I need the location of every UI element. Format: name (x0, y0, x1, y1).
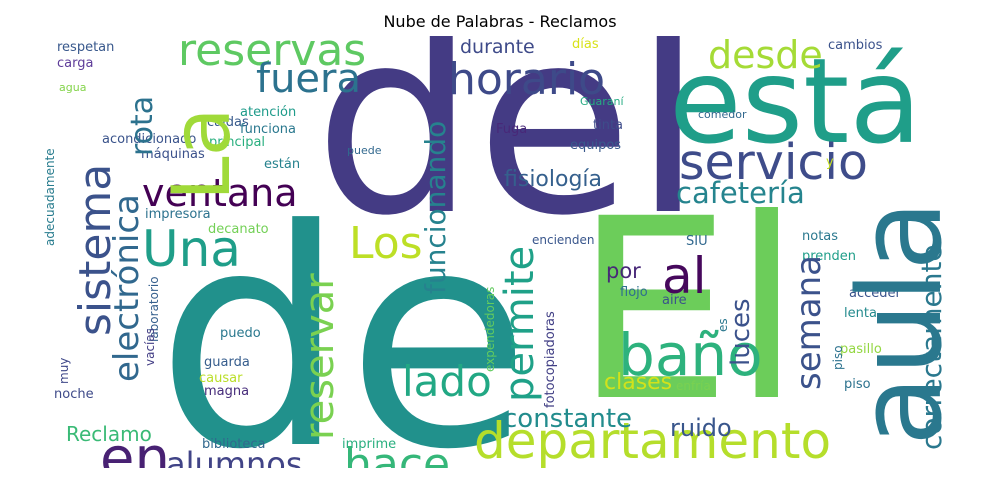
word-notas: notas (802, 229, 839, 244)
word-esta: está (669, 36, 922, 170)
word-semana: semana (789, 255, 829, 390)
word-los: Los (349, 218, 423, 269)
word-cafeteria: cafetería (676, 176, 805, 210)
word-tinta: tinta (593, 118, 624, 133)
word-lado: lado (402, 357, 492, 406)
word-hace: hace (344, 439, 451, 469)
word-dias: días (572, 37, 599, 52)
word-noche: noche (54, 387, 94, 402)
word-departamento: departamento (474, 412, 832, 468)
word-siu: encienden (532, 233, 595, 247)
word-reclamo: Reclamo (66, 422, 152, 446)
word-se: vacías (143, 328, 157, 366)
word-decanato: decanato (208, 222, 269, 237)
word-del: del (314, 36, 704, 272)
word-en: en (100, 426, 170, 469)
word-carga: carga (57, 56, 94, 71)
word-de: de (156, 166, 531, 469)
word-reservas: reservas (178, 36, 367, 76)
word-agua: agua (59, 81, 87, 94)
word-fisiologia: fisiología (504, 167, 603, 192)
word-comedor: comedor (698, 108, 747, 121)
word-cloud: de del El está servicio departamento bañ… (44, 36, 950, 468)
word-ruido: ruido (670, 414, 732, 442)
word-flojo: SIU (686, 234, 708, 249)
word-cambios: cambios (828, 38, 883, 53)
word-pasillo: pasillo (840, 342, 882, 357)
word-el: El (574, 165, 802, 456)
word-biblioteca: biblioteca (202, 437, 266, 452)
word-prenden: prenden (802, 249, 857, 264)
word-funciona: funciona (240, 122, 296, 137)
word-puedo: puedo (220, 326, 261, 341)
word-y: y (826, 155, 834, 170)
word-desde: desde (708, 36, 823, 77)
word-funcionando: funcionando (419, 120, 452, 294)
word-impresora: impresora (145, 207, 211, 222)
word-reservar: reservar (297, 273, 343, 440)
word-permite: permite (497, 245, 543, 402)
word-ventana: ventana (142, 171, 298, 215)
word-por: por (606, 259, 641, 283)
word-fuera: fuera (256, 56, 361, 102)
word-piso-vertical-final: piso (831, 345, 845, 370)
word-rota: rota (125, 95, 160, 156)
word-una: Una (142, 220, 241, 278)
word-adecuadamente: adecuadamente (44, 148, 57, 246)
word-luces: luces (726, 298, 756, 366)
word-acceder: acceder (849, 286, 901, 301)
word-imprime: imprime (342, 437, 397, 452)
word-durante: durante (460, 36, 535, 58)
word-enfria: enfría (676, 379, 711, 393)
word-maquinas: máquinas (141, 147, 205, 162)
chart-title: Nube de Palabras - Reclamos (383, 12, 617, 31)
word-es: aire (662, 293, 687, 308)
word-acondicionado: acondicionado (102, 132, 197, 147)
word-lenta: lenta (844, 306, 877, 321)
word-al: al (662, 247, 707, 305)
word-fotocopiadoras: fotocopiadoras (543, 311, 558, 408)
word-clases: clases (604, 370, 673, 395)
word-magna: magna (204, 384, 250, 399)
word-servicio: servicio (679, 134, 868, 191)
word-respetan: respetan (57, 40, 115, 55)
word-la: La (155, 107, 248, 201)
word-guarda: guarda (204, 355, 250, 370)
word-correctamente: correctamente (915, 244, 948, 450)
word-muy: es (716, 318, 730, 332)
word-expendedoras: expendedoras (483, 286, 497, 372)
word-causar: causar (199, 371, 243, 386)
word-estan: están (264, 157, 301, 172)
word-atencion: atención (240, 105, 297, 120)
word-bano: baño (618, 321, 763, 389)
word-principal: principal (209, 135, 266, 150)
word-guarani: Guaraní (580, 95, 624, 108)
word-fuga: Fuga (496, 122, 528, 137)
word-aire: flojo (620, 285, 648, 300)
word-laboratorio: muy (57, 357, 71, 384)
word-puede: puede (347, 144, 382, 157)
word-constante: constante (503, 404, 633, 434)
word-encienden: piso (844, 377, 871, 392)
word-caidas: caídas (207, 115, 249, 130)
word-horario: horario (448, 54, 606, 105)
word-equipos: equipos (570, 138, 622, 153)
word-electronica: electrónica (107, 194, 147, 382)
word-alumnos: alumnos (166, 445, 303, 468)
